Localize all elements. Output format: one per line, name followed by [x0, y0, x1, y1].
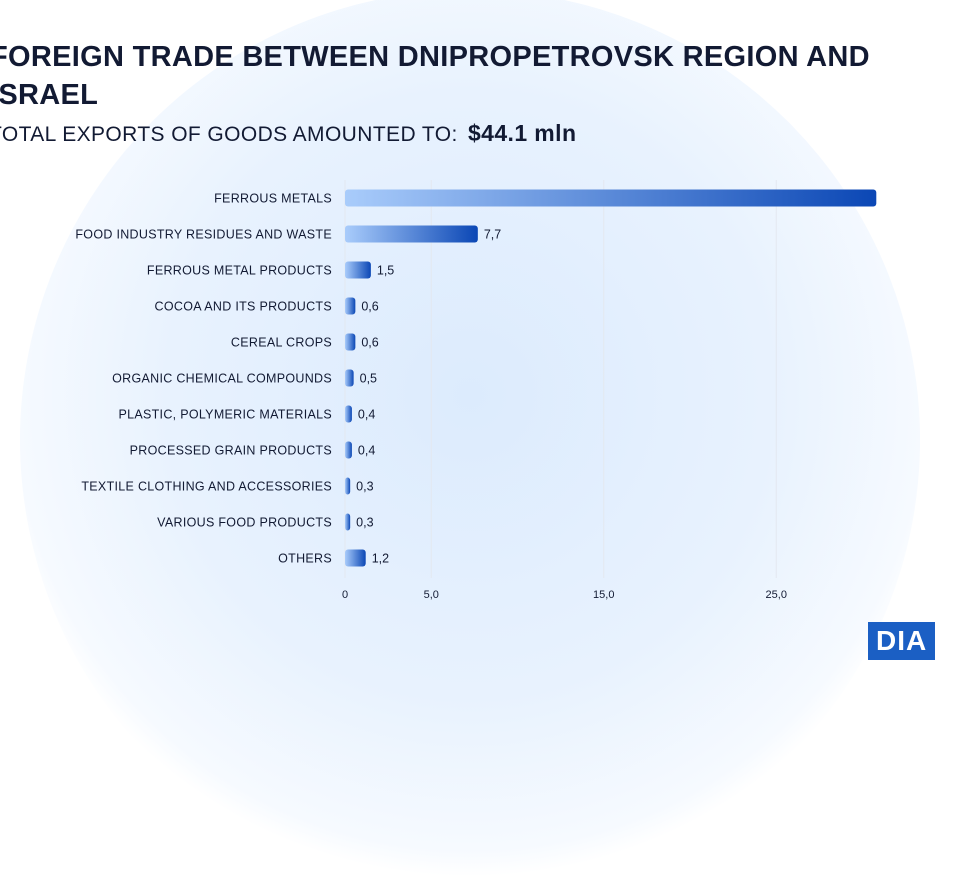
chart-subtitle: TOTAL EXPORTS OF GOODS AMOUNTED TO: $44.… [0, 120, 576, 147]
category-label: CEREAL CROPS [231, 336, 332, 350]
x-tick-label: 25,0 [766, 589, 787, 601]
bar [345, 225, 478, 243]
bar [345, 189, 877, 207]
x-tick-label: 15,0 [593, 589, 614, 601]
x-tick-label: 0 [342, 589, 348, 601]
category-label: FERROUS METAL PRODUCTS [147, 264, 332, 278]
bar [345, 261, 371, 279]
bar [345, 297, 356, 315]
category-label: PLASTIC, POLYMERIC MATERIALS [118, 408, 332, 422]
category-label: TEXTILE CLOTHING AND ACCESSORIES [81, 480, 332, 494]
dia-logo: DIA [868, 622, 960, 660]
dia-logo-text: DIA [868, 622, 936, 660]
bar [345, 369, 354, 387]
data-label: 1,2 [372, 552, 389, 566]
category-label: OTHERS [278, 552, 332, 566]
category-label: ORGANIC CHEMICAL COMPOUNDS [112, 372, 332, 386]
data-label: 0,4 [358, 444, 375, 458]
category-label: PROCESSED GRAIN PRODUCTS [130, 444, 332, 458]
data-label: 0,3 [356, 516, 373, 530]
data-label: 0,6 [361, 336, 378, 350]
category-label: FERROUS METALS [214, 192, 332, 206]
bar-chart: FERROUS METALS FOOD INDUSTRY RESIDUES AND… [75, 180, 877, 601]
bar [345, 477, 351, 495]
x-tick-label: 5,0 [424, 589, 439, 601]
bar [345, 405, 352, 423]
subtitle-label: TOTAL EXPORTS OF GOODS AMOUNTED TO: [0, 123, 458, 146]
bar [345, 441, 352, 459]
data-label: 0,3 [356, 480, 373, 494]
bar [345, 513, 351, 531]
bar [345, 333, 356, 351]
data-label: 7,7 [484, 228, 501, 242]
total-exports-value: $44.1 mln [467, 120, 577, 146]
category-label: COCOA AND ITS PRODUCTS [155, 300, 332, 314]
data-label: 0,4 [358, 408, 375, 422]
data-label: 1,5 [377, 264, 394, 278]
data-label: 0,5 [360, 372, 377, 386]
chart-title: FOREIGN TRADE BETWEEN DNIPROPETROVSK REG… [0, 41, 870, 111]
category-label: VARIOUS FOOD PRODUCTS [157, 516, 332, 530]
data-label: 0,6 [361, 300, 378, 314]
bar [345, 549, 366, 567]
category-label: FOOD INDUSTRY RESIDUES AND WASTE [75, 228, 332, 242]
